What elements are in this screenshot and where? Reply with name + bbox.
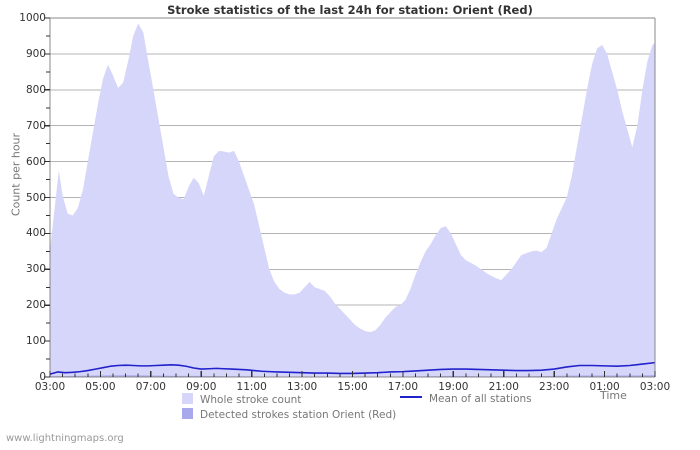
y-axis-tick-label: 600 xyxy=(25,155,46,168)
x-axis-tick-label: 13:00 xyxy=(286,381,318,393)
chart-title: Stroke statistics of the last 24h for st… xyxy=(167,3,533,17)
chart-legend: Whole stroke count Detected strokes stati… xyxy=(0,393,700,425)
y-axis-tick-label: 0 xyxy=(39,371,46,383)
swatch-light-icon xyxy=(182,393,193,404)
x-axis-tick-label: 07:00 xyxy=(135,381,166,393)
y-axis-tick-label: 300 xyxy=(25,263,46,276)
x-axis-tick-label: 11:00 xyxy=(236,381,267,393)
line-blue-icon xyxy=(400,396,422,398)
x-axis-tick-label: 05:00 xyxy=(85,381,116,393)
y-axis-tick-label: 200 xyxy=(25,299,46,312)
x-axis-tick-label: 09:00 xyxy=(186,381,217,393)
legend-item-label: Whole stroke count xyxy=(200,394,302,406)
y-axis-tick-label: 900 xyxy=(25,47,46,60)
y-axis-tick-label: 1000 xyxy=(19,12,46,24)
series-line-mean-of-all-stations xyxy=(49,361,656,375)
y-axis-tick-label: 700 xyxy=(25,119,46,132)
x-axis-tick-label: 17:00 xyxy=(387,381,419,393)
y-axis-tick-labels: 0 100 200 300 400 500 600 700 800 900 1000 xyxy=(0,0,46,383)
x-axis-tick-label: 23:00 xyxy=(539,381,570,393)
x-axis-label: Time xyxy=(600,389,627,402)
series-area-whole-stroke-count xyxy=(50,23,655,377)
x-axis-tick-label: 03:00 xyxy=(34,381,66,393)
x-axis-tick-label: 19:00 xyxy=(438,381,469,393)
y-axis-tick-label: 400 xyxy=(25,227,46,240)
x-axis-tick-label: 21:00 xyxy=(488,381,519,393)
legend-item-label: Detected strokes station Orient (Red) xyxy=(200,409,397,421)
y-axis-tick-label: 500 xyxy=(25,191,46,204)
legend-item[interactable]: Detected strokes station Orient (Red) xyxy=(182,408,396,421)
y-axis-tick-label: 100 xyxy=(25,335,46,348)
legend-item[interactable]: Mean of all stations xyxy=(400,393,532,405)
footer-url: www.lightningmaps.org xyxy=(6,433,124,444)
legend-item-label: Mean of all stations xyxy=(429,393,532,405)
legend-item[interactable]: Whole stroke count xyxy=(182,393,301,406)
x-axis-tick-label: 15:00 xyxy=(337,381,368,393)
y-axis-tick-label: 800 xyxy=(25,83,46,96)
x-axis-tick-label: 03:00 xyxy=(639,381,671,393)
swatch-dark-icon xyxy=(182,408,193,419)
x-axis-tick-label: 01:00 xyxy=(589,381,620,393)
